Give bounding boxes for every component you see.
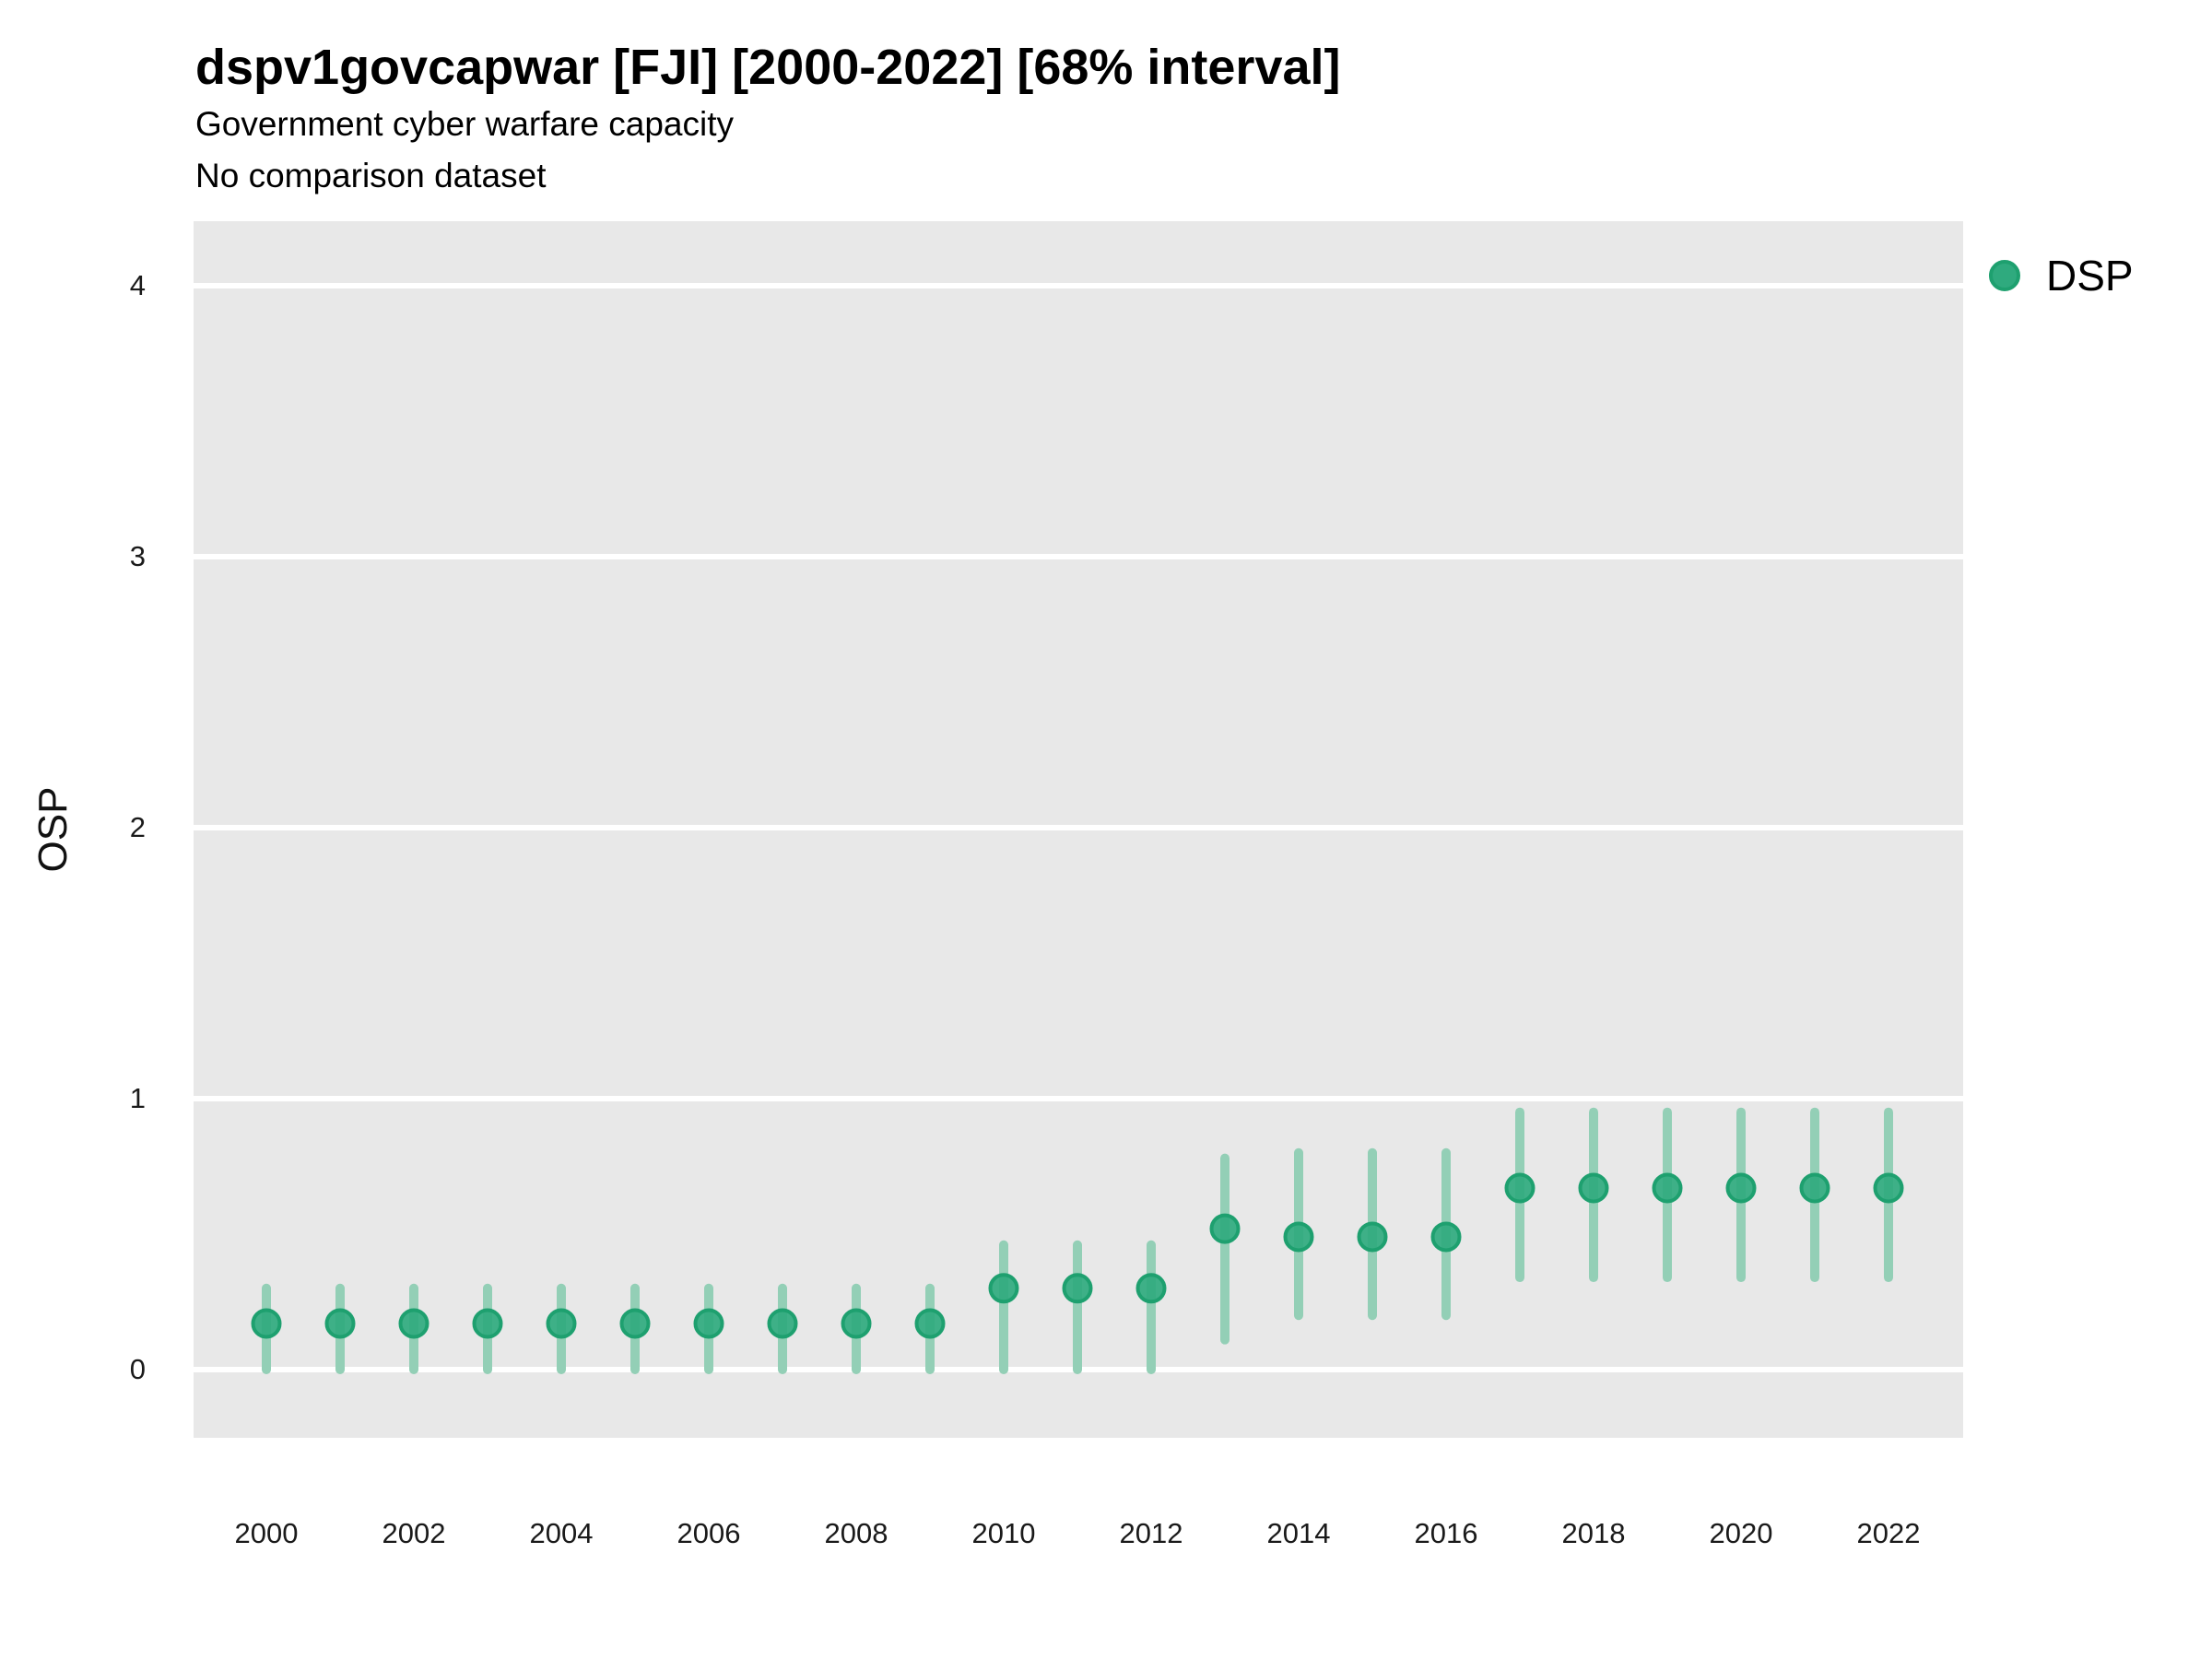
legend: DSP (1989, 251, 2134, 300)
y-tick-label-2: 2 (129, 811, 146, 843)
y-tick-label-3: 3 (129, 540, 146, 572)
y-tick-label-4: 4 (129, 269, 146, 301)
x-tick-label-2022: 2022 (1856, 1517, 1921, 1549)
x-tick-label-2016: 2016 (1414, 1517, 1478, 1549)
x-tick-label-2020: 2020 (1709, 1517, 1773, 1549)
x-tick-label-2012: 2012 (1119, 1517, 1183, 1549)
plot-panel (194, 221, 1963, 1438)
legend-label: DSP (2046, 252, 2134, 300)
x-tick-label-2006: 2006 (677, 1517, 741, 1549)
y-tick-label-1: 1 (129, 1082, 146, 1114)
x-tick-label-2014: 2014 (1266, 1517, 1331, 1549)
chart-title: dspv1govcapwar [FJI] [2000-2022] [68% in… (195, 40, 1341, 95)
chart-subtitle: Government cyber warfare capacity (195, 105, 735, 143)
chart-subtitle-secondary: No comparison dataset (195, 157, 547, 194)
x-tick-label-2002: 2002 (382, 1517, 446, 1549)
y-tick-label-0: 0 (129, 1353, 146, 1385)
x-tick-label-2018: 2018 (1561, 1517, 1626, 1549)
legend-circle-icon (1989, 260, 2020, 291)
x-tick-label-2000: 2000 (234, 1517, 299, 1549)
x-tick-label-2010: 2010 (971, 1517, 1036, 1549)
x-tick-label-2008: 2008 (824, 1517, 888, 1549)
x-tick-label-2004: 2004 (529, 1517, 594, 1549)
